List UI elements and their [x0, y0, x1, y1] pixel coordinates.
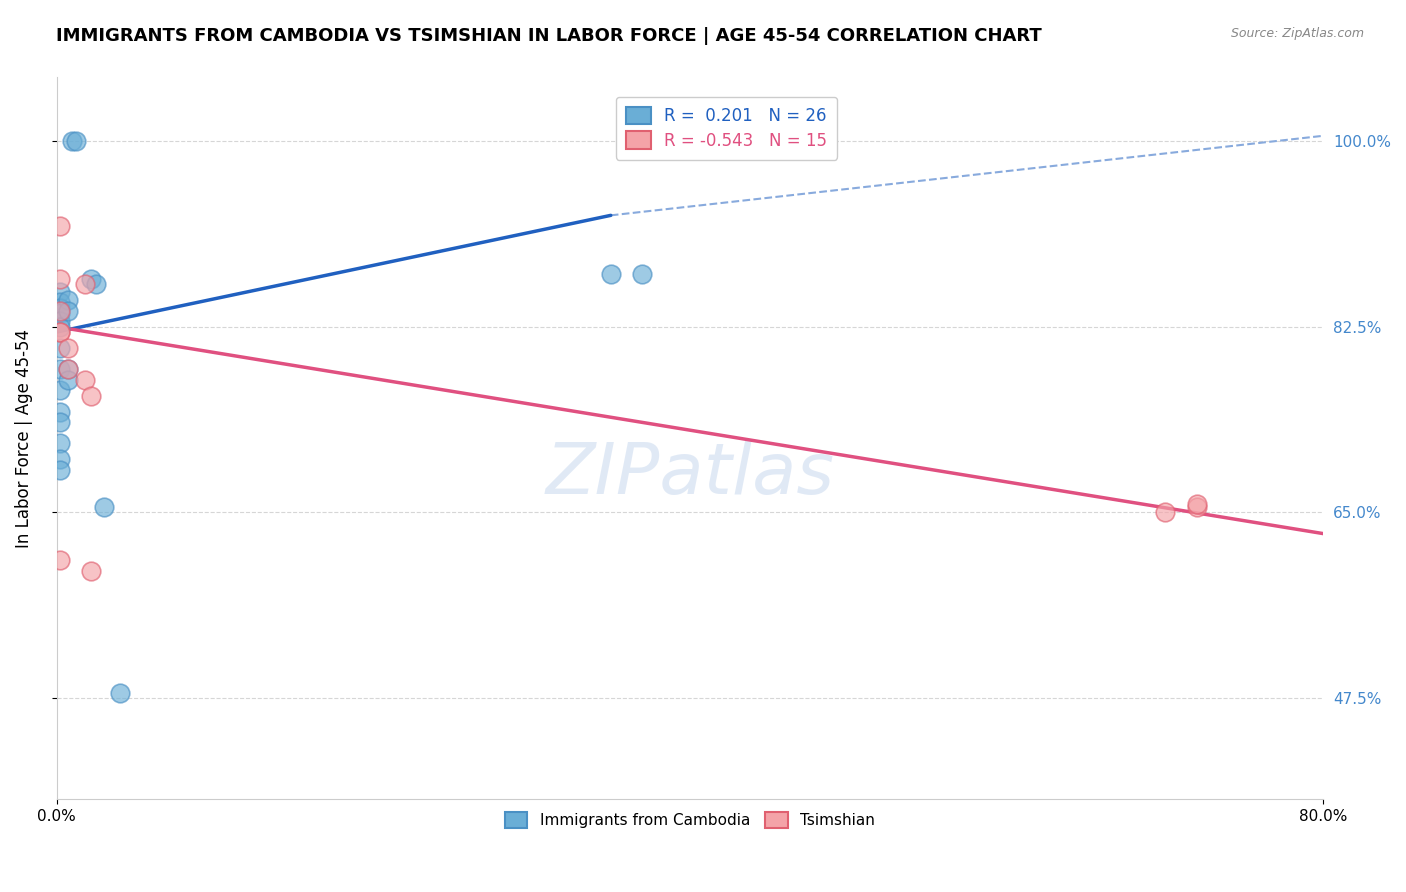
Point: [75, 277, 97, 292]
Point: [49, 463, 72, 477]
Point: [84, 277, 107, 292]
Point: [49, 362, 72, 376]
Point: [56, 293, 79, 308]
Point: [56, 341, 79, 355]
Point: [49, 272, 72, 286]
Point: [49, 285, 72, 299]
Point: [631, 267, 654, 281]
Point: [108, 686, 131, 700]
Point: [49, 325, 72, 339]
Point: [49, 303, 72, 318]
Text: IMMIGRANTS FROM CAMBODIA VS TSIMSHIAN IN LABOR FORCE | AGE 45-54 CORRELATION CHA: IMMIGRANTS FROM CAMBODIA VS TSIMSHIAN IN…: [56, 27, 1042, 45]
Point: [80, 389, 103, 403]
Point: [65, 134, 87, 148]
Point: [80, 272, 103, 286]
Point: [49, 301, 72, 315]
Point: [49, 452, 72, 467]
Point: [93, 500, 115, 514]
Point: [49, 415, 72, 429]
Text: Source: ZipAtlas.com: Source: ZipAtlas.com: [1230, 27, 1364, 40]
Point: [49, 436, 72, 450]
Point: [49, 341, 72, 355]
Point: [49, 314, 72, 328]
Point: [599, 267, 621, 281]
Point: [49, 384, 72, 398]
Point: [1185, 500, 1208, 514]
Point: [49, 295, 72, 310]
Point: [49, 404, 72, 418]
Text: ZIPatlas: ZIPatlas: [546, 440, 834, 508]
Point: [56, 303, 79, 318]
Legend: Immigrants from Cambodia, Tsimshian: Immigrants from Cambodia, Tsimshian: [499, 806, 882, 835]
Point: [1185, 497, 1208, 511]
Point: [49, 219, 72, 233]
Point: [49, 325, 72, 339]
Y-axis label: In Labor Force | Age 45-54: In Labor Force | Age 45-54: [15, 328, 32, 548]
Point: [49, 319, 72, 334]
Point: [1154, 505, 1177, 519]
Point: [49, 306, 72, 320]
Point: [56, 362, 79, 376]
Point: [62, 134, 84, 148]
Point: [56, 373, 79, 387]
Point: [49, 553, 72, 567]
Point: [75, 373, 97, 387]
Point: [80, 564, 103, 578]
Point: [56, 362, 79, 376]
